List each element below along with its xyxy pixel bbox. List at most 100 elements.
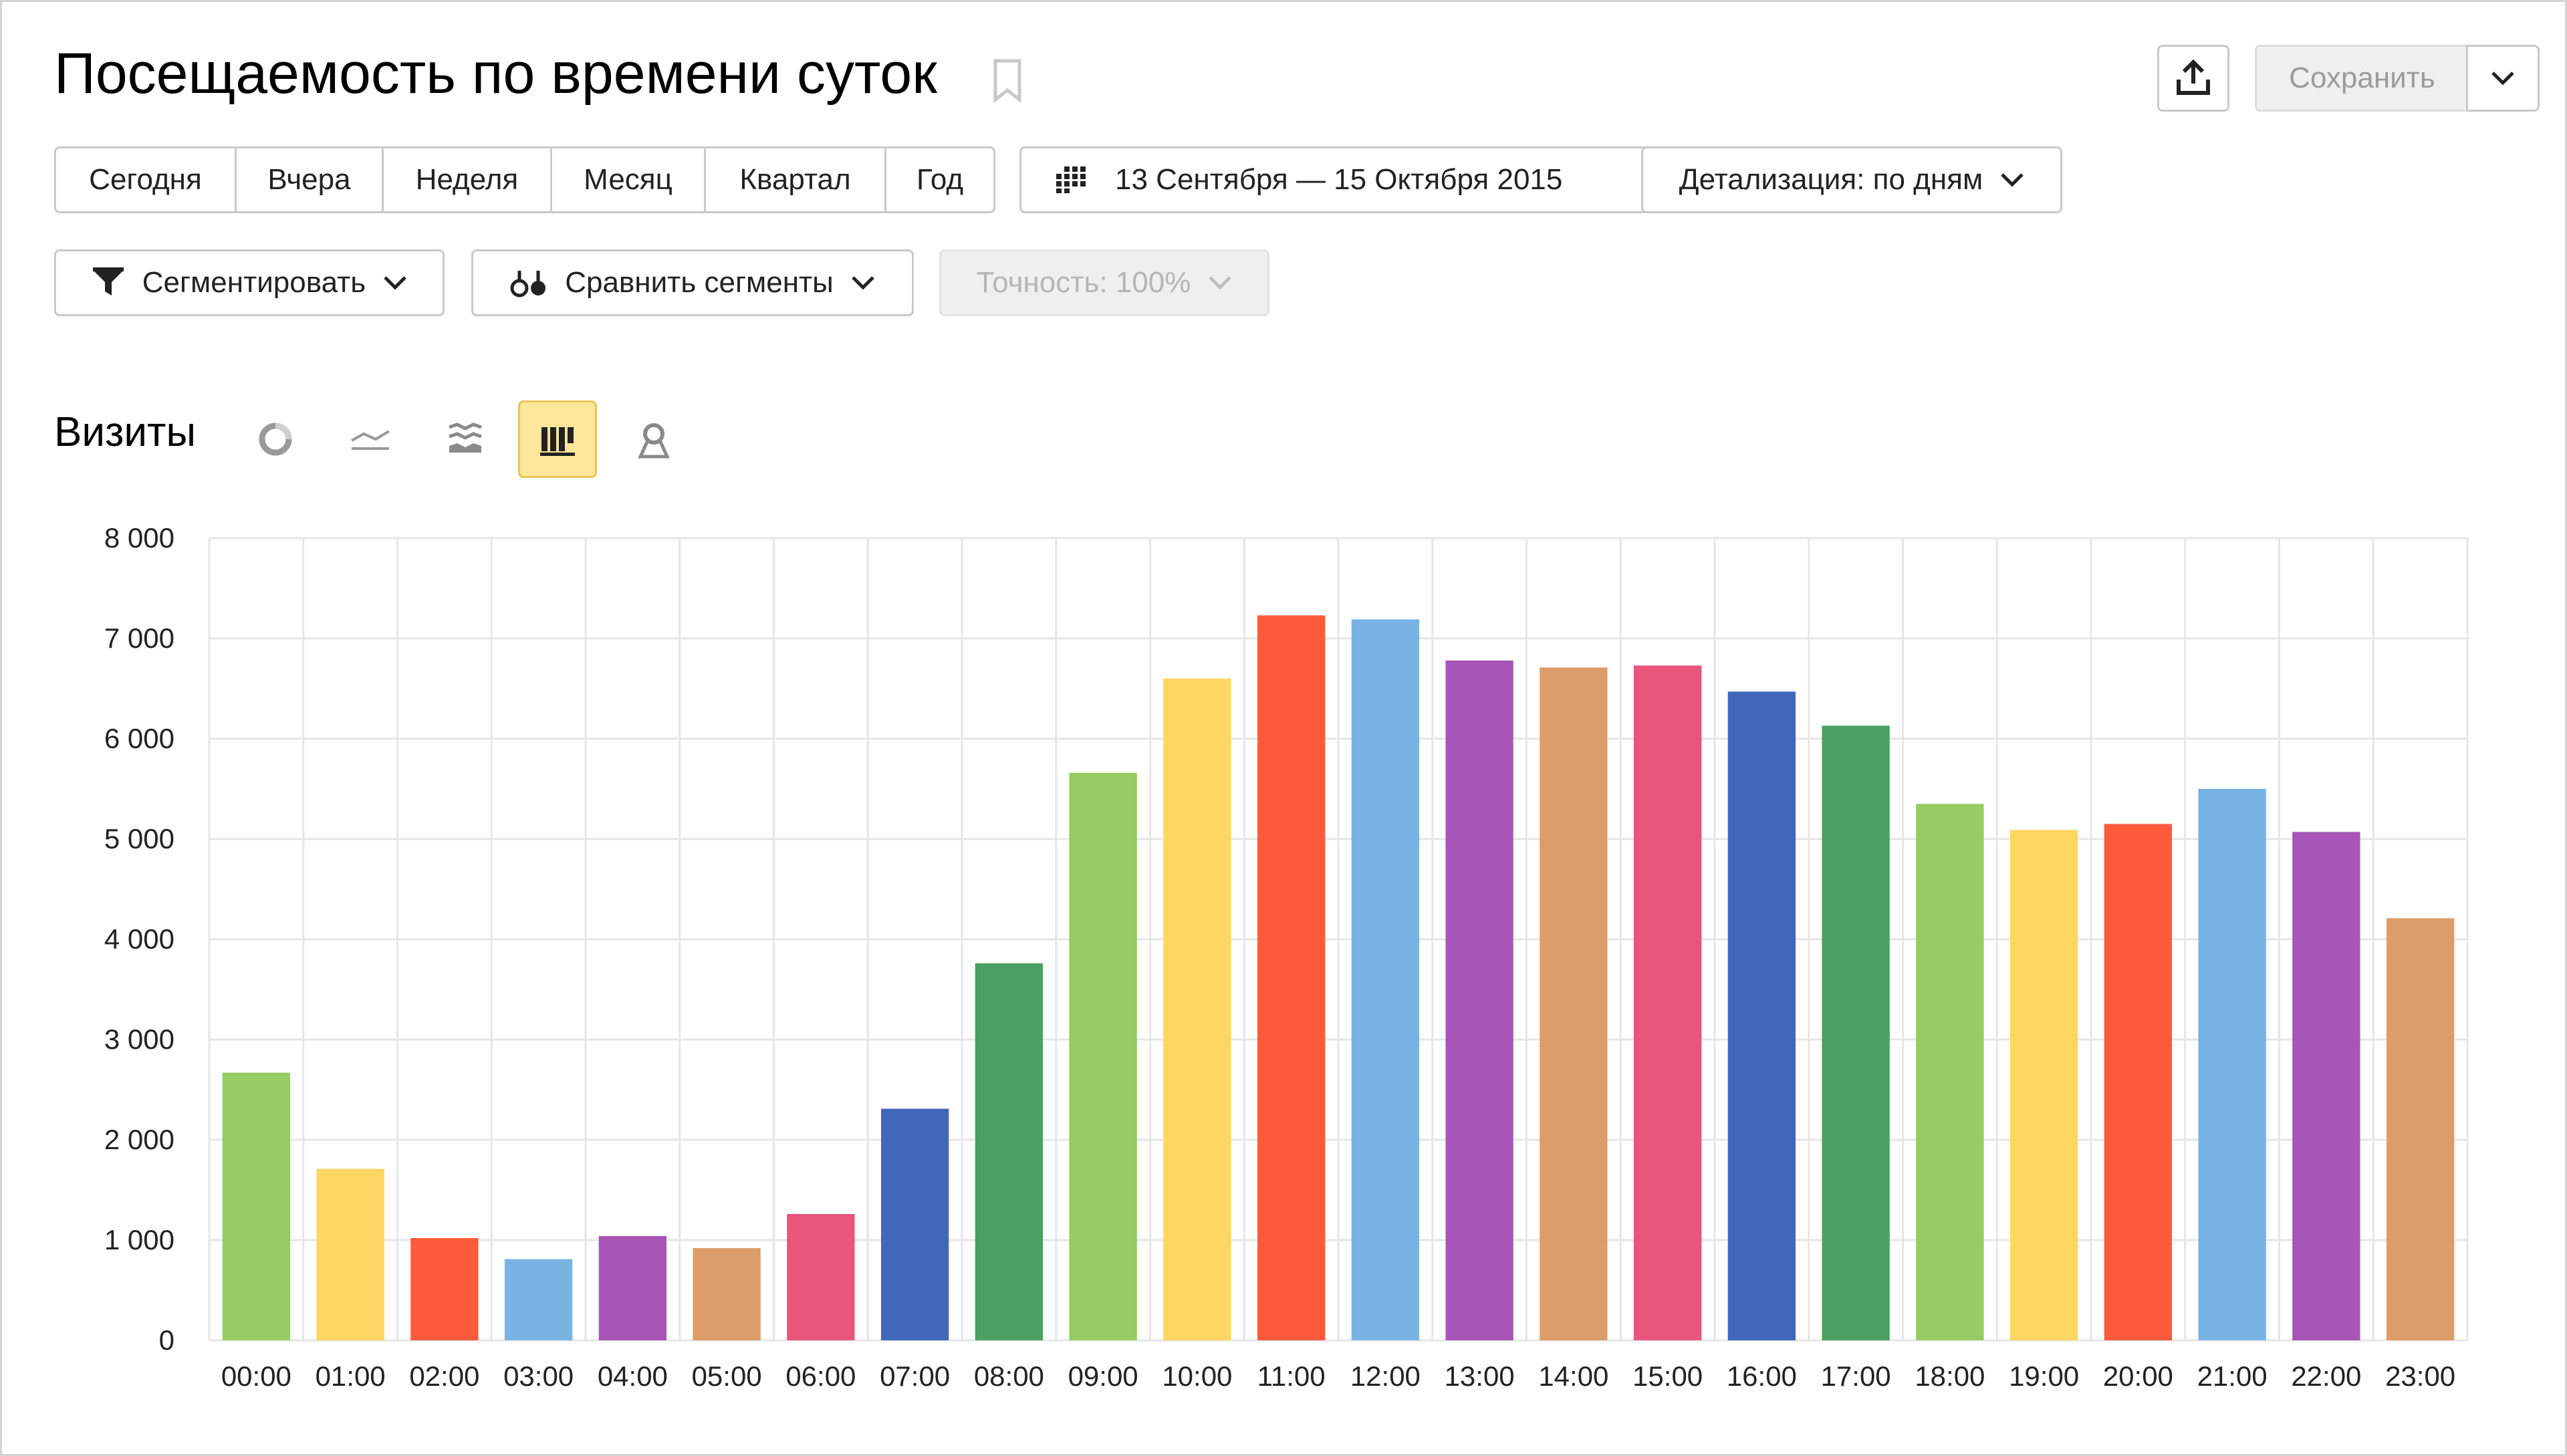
bar-0100[interactable] xyxy=(316,1169,384,1341)
chart-type-line[interactable] xyxy=(331,400,410,478)
bar-0300[interactable] xyxy=(504,1259,573,1341)
y-tick-label: 1 000 xyxy=(104,1224,174,1255)
date-range-button[interactable]: 13 Сентября — 15 Октября 2015 xyxy=(1019,146,1656,213)
segment-label: Сегментировать xyxy=(142,266,366,299)
chevron-down-icon xyxy=(1209,276,1232,290)
detail-label: Детализация: по дням xyxy=(1679,163,1983,196)
y-tick-label: 2 000 xyxy=(104,1124,174,1155)
bookmark-icon[interactable] xyxy=(987,57,1027,104)
bar-1000[interactable] xyxy=(1163,679,1231,1340)
bar-2100[interactable] xyxy=(2198,789,2266,1340)
x-tick-label: 09:00 xyxy=(1068,1360,1138,1392)
x-tick-label: 10:00 xyxy=(1162,1360,1232,1392)
bar-2300[interactable] xyxy=(2386,918,2455,1341)
map-icon xyxy=(638,423,670,459)
bar-0700[interactable] xyxy=(880,1108,949,1341)
bar-1400[interactable] xyxy=(1540,667,1608,1341)
period-selector: Сегодня Вчера Неделя Месяц Квартал Год xyxy=(54,146,995,213)
x-tick-label: 02:00 xyxy=(409,1360,479,1392)
bar-0000[interactable] xyxy=(222,1072,291,1341)
line-chart-icon xyxy=(351,430,390,450)
x-tick-label: 23:00 xyxy=(2385,1360,2455,1392)
metric-label: Визиты xyxy=(54,409,197,455)
x-tick-label: 17:00 xyxy=(1821,1360,1891,1392)
bar-1600[interactable] xyxy=(1727,691,1796,1341)
bar-1200[interactable] xyxy=(1351,619,1420,1341)
x-tick-label: 00:00 xyxy=(221,1360,291,1392)
x-tick-label: 05:00 xyxy=(692,1360,762,1392)
bar-1700[interactable] xyxy=(1822,725,1890,1341)
x-tick-label: 15:00 xyxy=(1632,1360,1703,1392)
period-yesterday[interactable]: Вчера xyxy=(237,148,384,211)
filter-icon xyxy=(92,267,124,295)
y-tick-label: 0 xyxy=(159,1324,174,1356)
save-button[interactable]: Сохранить xyxy=(2255,45,2467,112)
x-tick-label: 04:00 xyxy=(598,1360,668,1392)
x-tick-label: 11:00 xyxy=(1257,1360,1326,1392)
y-tick-label: 6 000 xyxy=(104,723,174,754)
x-tick-label: 19:00 xyxy=(2009,1360,2079,1392)
y-tick-label: 5 000 xyxy=(104,823,174,854)
accuracy-dropdown: Точность: 100% xyxy=(939,249,1269,316)
chart-type-area[interactable] xyxy=(426,400,505,478)
period-quarter[interactable]: Квартал xyxy=(706,148,886,211)
bar-0500[interactable] xyxy=(693,1248,761,1340)
pie-chart-icon xyxy=(259,422,292,456)
x-tick-label: 22:00 xyxy=(2291,1360,2361,1392)
period-week[interactable]: Неделя xyxy=(384,148,552,211)
x-tick-label: 21:00 xyxy=(2197,1360,2268,1392)
y-tick-label: 3 000 xyxy=(104,1023,174,1055)
x-tick-label: 07:00 xyxy=(880,1360,950,1392)
page-title: Посещаемость по времени суток xyxy=(54,41,937,106)
bar-2000[interactable] xyxy=(2104,824,2173,1341)
bar-1500[interactable] xyxy=(1633,665,1702,1341)
save-options-button[interactable] xyxy=(2466,45,2540,112)
chevron-down-icon xyxy=(852,276,874,290)
bar-0800[interactable] xyxy=(975,963,1044,1340)
period-year[interactable]: Год xyxy=(916,163,964,196)
bar-chart-icon xyxy=(540,427,575,456)
bar-1800[interactable] xyxy=(1916,804,1984,1341)
chevron-down-icon xyxy=(384,276,406,290)
chart-type-map[interactable] xyxy=(614,400,693,478)
x-tick-label: 06:00 xyxy=(785,1360,856,1392)
chart-type-pie[interactable] xyxy=(236,400,315,478)
chevron-down-icon xyxy=(2001,173,2024,187)
compare-label: Сравнить сегменты xyxy=(565,266,834,299)
x-tick-label: 01:00 xyxy=(316,1360,386,1392)
x-tick-label: 08:00 xyxy=(974,1360,1044,1392)
accuracy-label: Точность: 100% xyxy=(976,266,1191,299)
segment-dropdown[interactable]: Сегментировать xyxy=(54,249,445,316)
date-range-label: 13 Сентября — 15 Октября 2015 xyxy=(1115,163,1563,196)
x-tick-label: 14:00 xyxy=(1538,1360,1608,1392)
x-tick-label: 12:00 xyxy=(1350,1360,1421,1392)
y-tick-label: 4 000 xyxy=(104,923,174,955)
chart-grid xyxy=(208,537,2469,1342)
chevron-down-icon xyxy=(2491,72,2514,86)
area-chart-icon xyxy=(449,422,482,453)
period-month[interactable]: Месяц xyxy=(552,148,706,211)
bar-0400[interactable] xyxy=(598,1236,667,1340)
visits-bar-chart: 8 000 7 000 6 000 5 000 4 000 3 000 2 000 1 000… xyxy=(104,522,2469,1392)
x-tick-label: 20:00 xyxy=(2103,1360,2173,1392)
bar-1300[interactable] xyxy=(1445,660,1513,1340)
bar-1100[interactable] xyxy=(1257,615,1326,1341)
bar-0200[interactable] xyxy=(410,1238,479,1340)
detail-dropdown[interactable]: Детализация: по дням xyxy=(1641,146,2062,213)
export-button[interactable] xyxy=(2157,45,2229,112)
calendar-icon xyxy=(1056,166,1086,193)
bar-0900[interactable] xyxy=(1069,773,1137,1340)
period-today[interactable]: Сегодня xyxy=(56,148,237,211)
x-tick-label: 13:00 xyxy=(1445,1360,1515,1392)
x-tick-label: 18:00 xyxy=(1915,1360,1985,1392)
chart-type-bar[interactable] xyxy=(518,400,597,478)
bar-0600[interactable] xyxy=(787,1214,855,1340)
bar-2200[interactable] xyxy=(2292,832,2360,1341)
y-tick-label: 7 000 xyxy=(104,622,174,654)
x-tick-label: 16:00 xyxy=(1727,1360,1797,1392)
compare-segments-dropdown[interactable]: Сравнить сегменты xyxy=(471,249,914,316)
upload-icon xyxy=(2177,59,2210,95)
bar-1900[interactable] xyxy=(2009,830,2078,1341)
y-tick-label: 8 000 xyxy=(104,522,174,554)
